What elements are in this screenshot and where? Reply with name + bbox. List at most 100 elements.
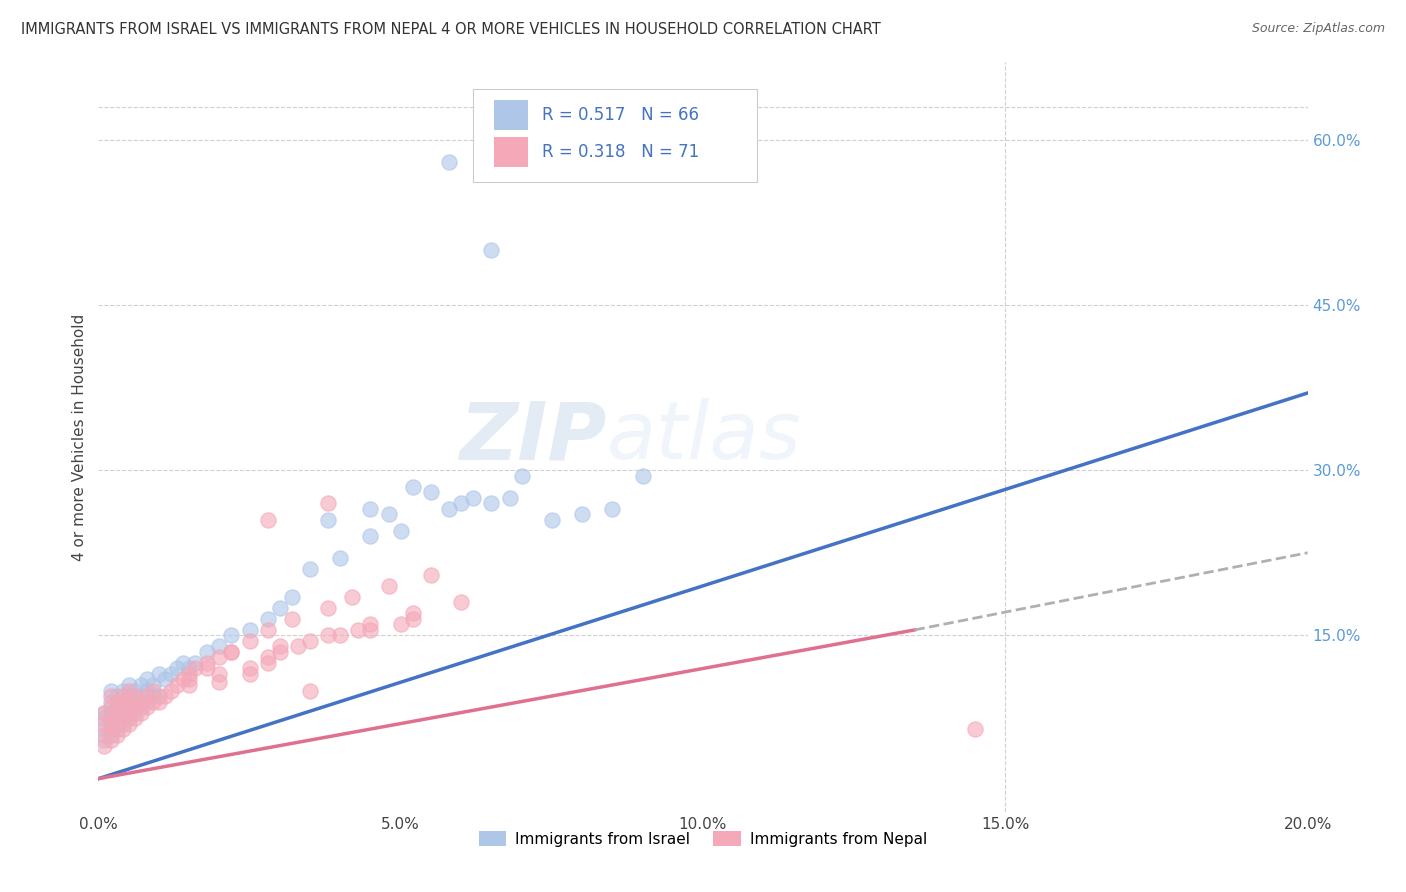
Point: [124, 706, 146, 720]
Point: [111, 716, 134, 731]
Point: [602, 501, 624, 516]
Point: [100, 716, 122, 731]
Point: [256, 623, 278, 637]
Text: R = 0.318   N = 71: R = 0.318 N = 71: [543, 144, 699, 161]
Legend: Immigrants from Israel, Immigrants from Nepal: Immigrants from Israel, Immigrants from …: [472, 824, 934, 853]
Point: [129, 678, 152, 692]
Point: [239, 634, 262, 648]
Point: [179, 678, 201, 692]
Point: [100, 722, 122, 736]
Point: [166, 661, 188, 675]
Point: [93, 728, 115, 742]
Point: [269, 640, 291, 654]
Point: [142, 678, 165, 692]
Point: [111, 694, 134, 708]
Point: [111, 683, 134, 698]
Point: [221, 645, 243, 659]
Point: [118, 706, 141, 720]
Point: [93, 711, 115, 725]
Point: [239, 623, 262, 637]
Point: [135, 673, 157, 687]
Point: [208, 640, 231, 654]
Point: [93, 739, 115, 753]
Point: [184, 661, 207, 675]
Point: [329, 551, 352, 566]
Point: [118, 689, 141, 703]
Point: [105, 728, 128, 742]
Point: [142, 689, 165, 703]
Point: [100, 700, 122, 714]
Point: [160, 683, 183, 698]
Point: [111, 689, 134, 703]
Point: [93, 706, 115, 720]
Point: [316, 628, 339, 642]
Point: [342, 590, 364, 604]
Point: [269, 600, 291, 615]
Point: [93, 716, 115, 731]
Point: [135, 694, 157, 708]
Point: [118, 716, 141, 731]
Point: [281, 590, 304, 604]
Point: [129, 689, 152, 703]
Point: [100, 694, 122, 708]
Point: [208, 674, 231, 689]
Text: atlas: atlas: [606, 398, 801, 476]
Point: [148, 667, 170, 681]
Point: [93, 706, 115, 720]
Point: [135, 683, 157, 698]
Point: [450, 595, 472, 609]
Point: [129, 706, 152, 720]
Text: ZIP: ZIP: [458, 398, 606, 476]
Point: [195, 656, 218, 670]
Point: [111, 706, 134, 720]
Point: [437, 501, 460, 516]
Point: [105, 706, 128, 720]
Point: [347, 623, 370, 637]
Point: [142, 683, 165, 698]
Point: [105, 722, 128, 736]
Point: [269, 645, 291, 659]
Point: [142, 694, 165, 708]
Point: [299, 634, 322, 648]
Point: [402, 612, 425, 626]
Point: [111, 700, 134, 714]
Point: [124, 711, 146, 725]
Point: [118, 700, 141, 714]
Point: [389, 617, 412, 632]
Point: [118, 683, 141, 698]
Point: [208, 667, 231, 681]
Point: [377, 579, 399, 593]
Point: [166, 678, 188, 692]
Point: [256, 650, 278, 665]
Point: [299, 683, 322, 698]
Point: [179, 661, 201, 675]
Point: [105, 694, 128, 708]
Point: [111, 711, 134, 725]
Text: R = 0.517   N = 66: R = 0.517 N = 66: [543, 106, 699, 124]
Point: [118, 678, 141, 692]
Point: [111, 722, 134, 736]
Point: [360, 623, 382, 637]
Point: [498, 491, 520, 505]
Point: [148, 689, 170, 703]
Point: [100, 706, 122, 720]
Point: [135, 700, 157, 714]
Point: [239, 661, 262, 675]
Point: [100, 728, 122, 742]
Point: [195, 645, 218, 659]
Point: [172, 656, 194, 670]
Point: [100, 733, 122, 747]
Point: [195, 661, 218, 675]
Point: [256, 513, 278, 527]
Point: [377, 507, 399, 521]
Point: [129, 694, 152, 708]
Point: [360, 501, 382, 516]
Point: [389, 524, 412, 538]
Point: [179, 667, 201, 681]
Point: [135, 689, 157, 703]
Point: [256, 656, 278, 670]
Point: [124, 683, 146, 698]
Point: [402, 607, 425, 621]
Point: [153, 689, 176, 703]
Point: [124, 694, 146, 708]
